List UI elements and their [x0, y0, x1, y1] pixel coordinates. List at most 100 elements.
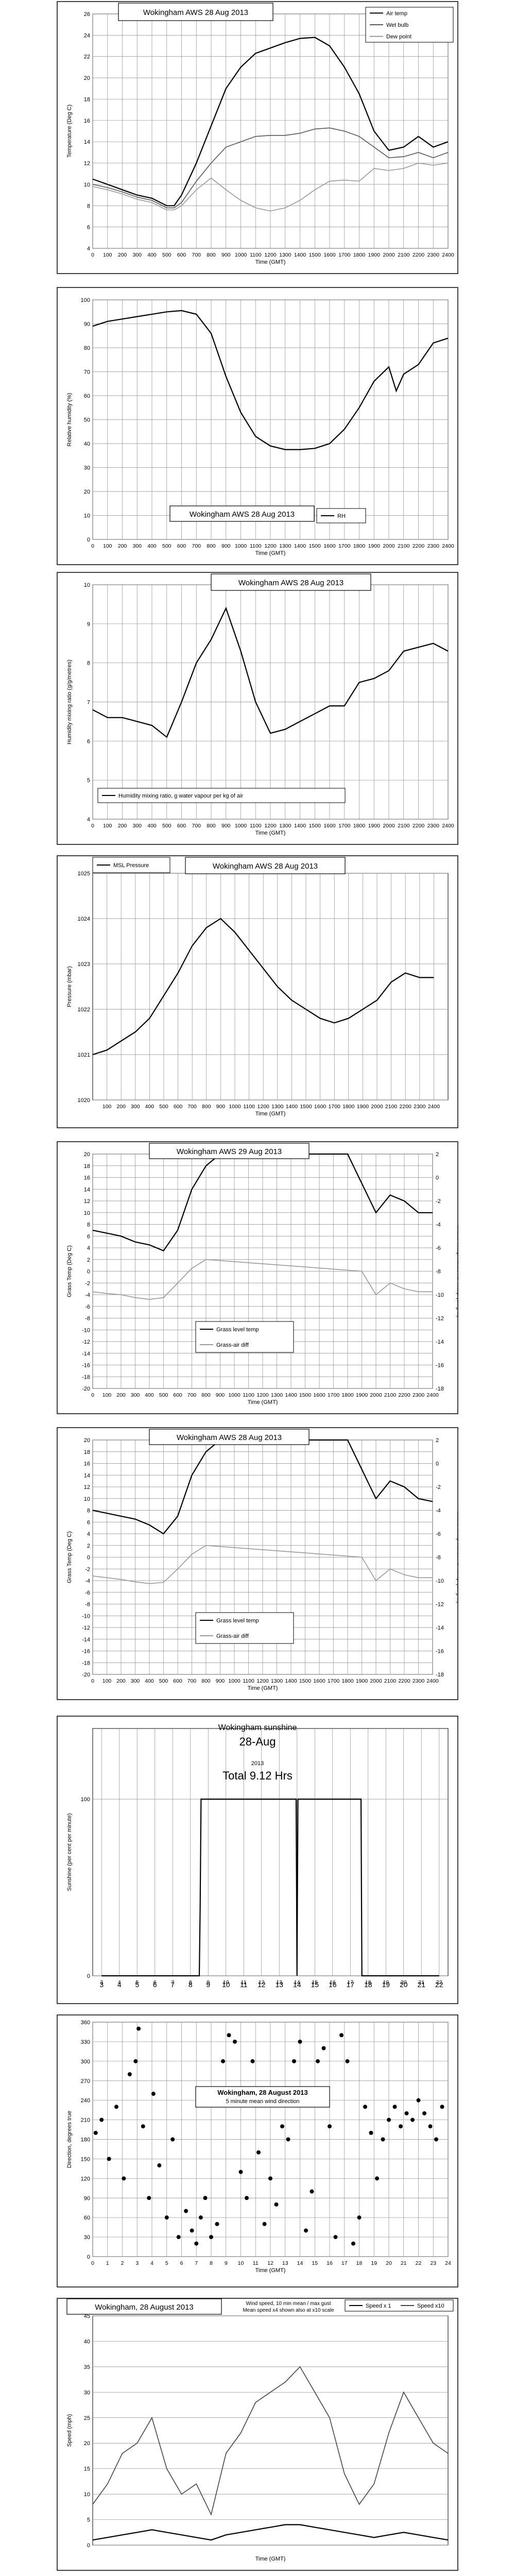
chart-note: Mean speed x4 shown also at x10 scale: [243, 2308, 334, 2313]
y-tick-label: 10: [84, 1210, 90, 1216]
y-tick-label: 80: [84, 345, 90, 351]
x-tick-label: 2100: [398, 543, 410, 549]
data-point: [392, 2105, 397, 2109]
chart-title: Wokingham, 28 August 2013: [217, 2089, 308, 2096]
x-tick-label: 800: [207, 252, 216, 258]
data-point: [286, 2137, 290, 2142]
y-axis-label: Grass Temp (Deg C): [66, 1245, 73, 1297]
y-tick-label: 70: [84, 369, 90, 376]
x-tick-label: 14: [297, 2260, 303, 2266]
data-point: [136, 2026, 141, 2031]
x-tick-label: 7: [195, 2260, 198, 2266]
x-tick-label: 300: [132, 252, 142, 258]
y-tick-label: 18: [84, 1163, 90, 1170]
x-tick-label: 2100: [398, 823, 410, 829]
legend-label: Air temp: [386, 10, 407, 16]
legend-label: Grass-air diff: [216, 1342, 249, 1348]
y2-tick-label: -6: [436, 1245, 441, 1251]
data-point: [250, 2059, 255, 2063]
x-tick-label: 19: [371, 2260, 377, 2266]
data-point: [233, 2039, 237, 2044]
x-tick-label: 2300: [413, 1678, 425, 1684]
x-tick-label: 1600: [323, 543, 336, 549]
x-tick-label: 18: [356, 2260, 363, 2266]
legend-box: [97, 788, 346, 803]
data-point: [440, 2105, 444, 2109]
y-tick-label: 8: [87, 1222, 90, 1228]
data-point: [227, 2033, 231, 2038]
x-tick-label: 1400: [286, 1104, 298, 1110]
x-tick-label: 300: [132, 543, 142, 549]
data-point: [122, 2176, 126, 2181]
data-point: [298, 2039, 302, 2044]
x-tick-label: 800: [207, 543, 216, 549]
x-tick-label: 400: [145, 1392, 154, 1398]
legend-label: Grass level temp: [216, 1618, 259, 1624]
y-tick-label: 1020: [78, 1097, 90, 1104]
y-tick-label: 0: [87, 2543, 90, 2549]
y-axis-label: Grass Temp (Deg C): [66, 1531, 73, 1583]
x-tick-label: 16: [327, 2260, 333, 2266]
x-tick-label: 700: [187, 1392, 197, 1398]
x-tick-label: 1000: [228, 1392, 241, 1398]
x-tick-label: 2100: [398, 252, 410, 258]
y2-tick-label: -12: [436, 1602, 444, 1608]
series-line: [92, 1259, 433, 1300]
y2-tick-label: -16: [436, 1649, 444, 1655]
data-point: [203, 2196, 208, 2200]
y-tick-label: 0: [87, 537, 90, 543]
x-tick-label: 400: [147, 252, 157, 258]
title-box: [195, 2086, 330, 2108]
data-point: [304, 2228, 308, 2233]
y2-tick-label: 0: [436, 1175, 439, 1181]
x-tick-label: 200: [118, 252, 127, 258]
data-point: [381, 2137, 385, 2142]
x-tick-label: 21: [417, 1980, 425, 1989]
x-tick-label: 3: [99, 1980, 104, 1989]
legend-box: [195, 1612, 294, 1644]
x-tick-label: 100: [103, 823, 112, 829]
y-tick-label: 16: [84, 1461, 90, 1467]
x-tick-label: 1600: [313, 1678, 325, 1684]
x-tick-label: 8: [188, 1980, 193, 1989]
y2-tick-label: -18: [436, 1386, 444, 1392]
y-tick-label: 8: [87, 660, 90, 667]
series-line: [92, 2366, 449, 2516]
x-tick-label: 300: [131, 1104, 140, 1110]
y-tick-label: 5: [87, 2517, 90, 2523]
legend-label: Wet bulb: [386, 22, 408, 28]
data-point: [215, 2222, 219, 2226]
x-tick-label: 3: [135, 2260, 139, 2266]
y-tick-label: 16: [84, 118, 90, 124]
x-tick-label: 200: [118, 823, 127, 829]
x-tick-label: 1900: [356, 1678, 368, 1684]
x-tick-label: 900: [221, 252, 231, 258]
x-tick-label: 15: [312, 1979, 318, 1986]
x-tick-label: 1900: [368, 252, 381, 258]
y-tick-label: 6: [87, 1519, 90, 1526]
y-tick-label: 18: [84, 96, 90, 103]
x-tick-label: 0: [91, 2260, 94, 2266]
y-axis-label: Humidity mixing ratio (g/g/metres): [66, 659, 73, 744]
legend-box: [345, 2299, 454, 2312]
x-tick-label: 700: [192, 252, 201, 258]
data-point: [147, 2196, 151, 2200]
x-tick-label: 8: [210, 2260, 213, 2266]
y-tick-label: 100: [81, 1797, 90, 1803]
x-tick-label: 1300: [271, 1104, 284, 1110]
x-tick-label: 22: [435, 1980, 443, 1989]
series-line: [101, 1799, 439, 1977]
y-tick-label: 240: [81, 2098, 90, 2104]
data-point: [292, 2059, 296, 2063]
y-tick-label: 360: [81, 2020, 90, 2026]
data-point: [184, 2209, 188, 2213]
chart-subtitle: Wind speed, 10 min mean / max gust: [246, 2301, 331, 2307]
series-line: [92, 1439, 433, 1535]
x-tick-label: 18: [365, 1979, 371, 1986]
x-tick-label: 20: [400, 1980, 408, 1989]
x-tick-label: 19: [382, 1980, 390, 1989]
y-tick-label: 0: [87, 1555, 90, 1561]
y-tick-label: 120: [81, 2176, 90, 2182]
y-tick-label: -16: [82, 1649, 90, 1655]
y2-tick-label: 0: [436, 1461, 439, 1467]
